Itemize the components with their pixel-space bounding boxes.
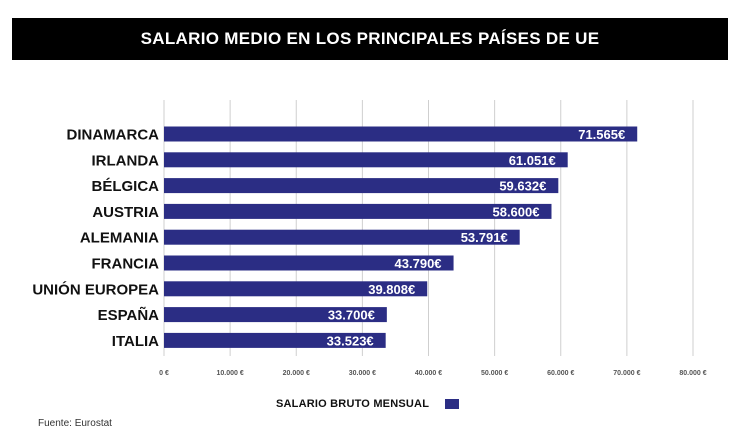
chart-title-bar: SALARIO MEDIO EN LOS PRINCIPALES PAÍSES … — [12, 18, 728, 60]
x-tick-label: 50.000 € — [481, 370, 508, 377]
bar — [164, 229, 520, 245]
chart-title: SALARIO MEDIO EN LOS PRINCIPALES PAÍSES … — [140, 29, 600, 48]
bar — [164, 307, 387, 323]
x-tick-label: 10.000 € — [217, 370, 244, 377]
x-tick-label: 20.000 € — [283, 370, 310, 377]
category-label: UNIÓN EUROPEA — [32, 280, 159, 298]
bar — [164, 203, 552, 219]
x-tick-label: 80.000 € — [679, 370, 706, 377]
x-tick-label: 30.000 € — [349, 370, 376, 377]
category-label: ALEMANIA — [80, 230, 159, 247]
value-label: 53.791€ — [461, 230, 508, 245]
bar — [164, 152, 568, 168]
bar — [164, 255, 454, 271]
category-label: DINAMARCA — [67, 127, 160, 144]
source-note: Fuente: Eurostat — [38, 418, 112, 429]
category-label: ITALIA — [112, 333, 159, 350]
legend-swatch — [445, 399, 460, 409]
bar — [164, 332, 386, 348]
bar — [164, 281, 428, 297]
value-label: 61.051€ — [509, 153, 556, 168]
value-label: 33.700€ — [328, 308, 375, 323]
category-label: FRANCIA — [92, 256, 160, 273]
value-label: 43.790€ — [395, 256, 442, 271]
x-tick-label: 40.000 € — [415, 370, 442, 377]
bar — [164, 178, 559, 194]
bars-group: DINAMARCA 71.565€ IRLANDA 61.051€ BÉLGICA 59.… — [32, 126, 638, 350]
x-tick-label: 0 € — [159, 370, 169, 377]
category-label: ESPAÑA — [98, 306, 160, 324]
bar — [164, 126, 638, 142]
category-label: BÉLGICA — [92, 178, 160, 195]
x-tick-label: 70.000 € — [613, 370, 640, 377]
value-label: 58.600€ — [492, 204, 539, 219]
value-label: 33.523€ — [327, 333, 374, 348]
value-label: 39.808€ — [368, 282, 415, 297]
category-label: AUSTRIA — [92, 204, 159, 221]
legend: SALARIO BRUTO MENSUAL — [276, 398, 460, 410]
category-label: IRLANDA — [92, 152, 160, 169]
legend-label: SALARIO BRUTO MENSUAL — [276, 398, 430, 410]
value-label: 59.632€ — [499, 179, 546, 194]
value-label: 71.565€ — [578, 127, 625, 142]
x-axis-ticks: 0 € 10.000 € 20.000 € 30.000 € 40.000 € 50.00… — [159, 370, 707, 377]
x-tick-label: 60.000 € — [547, 370, 574, 377]
